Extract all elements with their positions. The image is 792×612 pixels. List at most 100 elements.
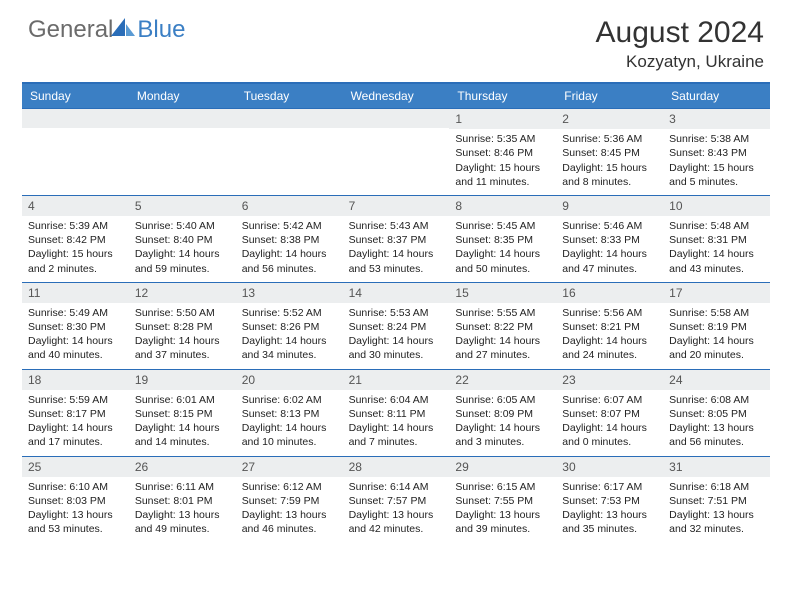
day-cell: 6Sunrise: 5:42 AMSunset: 8:38 PMDaylight… (236, 196, 343, 282)
day1-text: Daylight: 14 hours (28, 421, 123, 435)
sunset-text: Sunset: 8:19 PM (669, 320, 764, 334)
sunset-text: Sunset: 8:24 PM (349, 320, 444, 334)
day-number: 6 (236, 196, 343, 216)
day-body: Sunrise: 5:36 AMSunset: 8:45 PMDaylight:… (556, 132, 663, 189)
sunrise-text: Sunrise: 6:12 AM (242, 480, 337, 494)
day1-text: Daylight: 14 hours (669, 334, 764, 348)
day-cell: 18Sunrise: 5:59 AMSunset: 8:17 PMDayligh… (22, 370, 129, 456)
day-body: Sunrise: 6:02 AMSunset: 8:13 PMDaylight:… (236, 393, 343, 450)
sunset-text: Sunset: 8:45 PM (562, 146, 657, 160)
day1-text: Daylight: 14 hours (135, 421, 230, 435)
day-body: Sunrise: 5:43 AMSunset: 8:37 PMDaylight:… (343, 219, 450, 276)
page-title: August 2024 (596, 16, 764, 50)
sail-icon (111, 18, 135, 36)
day1-text: Daylight: 13 hours (242, 508, 337, 522)
sunset-text: Sunset: 8:40 PM (135, 233, 230, 247)
day2-text: and 59 minutes. (135, 262, 230, 276)
day-number: 17 (663, 283, 770, 303)
sunrise-text: Sunrise: 6:05 AM (455, 393, 550, 407)
sunrise-text: Sunrise: 6:08 AM (669, 393, 764, 407)
day-cell: 3Sunrise: 5:38 AMSunset: 8:43 PMDaylight… (663, 109, 770, 195)
sunset-text: Sunset: 8:21 PM (562, 320, 657, 334)
sunrise-text: Sunrise: 6:17 AM (562, 480, 657, 494)
day1-text: Daylight: 14 hours (562, 247, 657, 261)
day2-text: and 37 minutes. (135, 348, 230, 362)
sunset-text: Sunset: 7:55 PM (455, 494, 550, 508)
day-body: Sunrise: 5:38 AMSunset: 8:43 PMDaylight:… (663, 132, 770, 189)
sunrise-text: Sunrise: 5:59 AM (28, 393, 123, 407)
day-cell: 5Sunrise: 5:40 AMSunset: 8:40 PMDaylight… (129, 196, 236, 282)
weekday-header: Thursday (449, 84, 556, 108)
day-cell: 30Sunrise: 6:17 AMSunset: 7:53 PMDayligh… (556, 457, 663, 543)
day-number: 13 (236, 283, 343, 303)
day-cell (22, 109, 129, 195)
header: General Blue August 2024 Kozyatyn, Ukrai… (0, 0, 792, 76)
day2-text: and 42 minutes. (349, 522, 444, 536)
day-number (129, 109, 236, 128)
day-number: 1 (449, 109, 556, 129)
sunset-text: Sunset: 8:28 PM (135, 320, 230, 334)
day-body: Sunrise: 5:39 AMSunset: 8:42 PMDaylight:… (22, 219, 129, 276)
day1-text: Daylight: 14 hours (562, 334, 657, 348)
sunrise-text: Sunrise: 6:10 AM (28, 480, 123, 494)
sunrise-text: Sunrise: 5:56 AM (562, 306, 657, 320)
weekday-header: Saturday (663, 84, 770, 108)
day2-text: and 7 minutes. (349, 435, 444, 449)
sunset-text: Sunset: 8:35 PM (455, 233, 550, 247)
day2-text: and 5 minutes. (669, 175, 764, 189)
day2-text: and 56 minutes. (242, 262, 337, 276)
sunrise-text: Sunrise: 6:11 AM (135, 480, 230, 494)
sunset-text: Sunset: 8:33 PM (562, 233, 657, 247)
day-number: 14 (343, 283, 450, 303)
day-number: 20 (236, 370, 343, 390)
day-cell: 11 Sunrise: 5:49 AMSunset: 8:30 PMDayligh… (22, 283, 129, 369)
day-body: Sunrise: 5:59 AMSunset: 8:17 PMDaylight:… (22, 393, 129, 450)
day2-text: and 27 minutes. (455, 348, 550, 362)
day2-text: and 40 minutes. (28, 348, 123, 362)
sunset-text: Sunset: 8:42 PM (28, 233, 123, 247)
day-cell: 19Sunrise: 6:01 AMSunset: 8:15 PMDayligh… (129, 370, 236, 456)
sunrise-text: Sunrise: 5:52 AM (242, 306, 337, 320)
day-body: Sunrise: 6:10 AMSunset: 8:03 PMDaylight:… (22, 480, 129, 537)
sunset-text: Sunset: 8:05 PM (669, 407, 764, 421)
day-number: 23 (556, 370, 663, 390)
day1-text: Daylight: 14 hours (455, 334, 550, 348)
day-body: Sunrise: 6:17 AMSunset: 7:53 PMDaylight:… (556, 480, 663, 537)
day-cell: 4Sunrise: 5:39 AMSunset: 8:42 PMDaylight… (22, 196, 129, 282)
day-number: 11 (22, 283, 129, 303)
day-body: Sunrise: 5:55 AMSunset: 8:22 PMDaylight:… (449, 306, 556, 363)
day-cell: 22Sunrise: 6:05 AMSunset: 8:09 PMDayligh… (449, 370, 556, 456)
day-number: 10 (663, 196, 770, 216)
day-body: Sunrise: 6:18 AMSunset: 7:51 PMDaylight:… (663, 480, 770, 537)
day-number: 24 (663, 370, 770, 390)
day-cell: 26Sunrise: 6:11 AMSunset: 8:01 PMDayligh… (129, 457, 236, 543)
day-cell: 23Sunrise: 6:07 AMSunset: 8:07 PMDayligh… (556, 370, 663, 456)
day1-text: Daylight: 13 hours (28, 508, 123, 522)
day1-text: Daylight: 15 hours (28, 247, 123, 261)
day-number: 8 (449, 196, 556, 216)
day-cell: 25Sunrise: 6:10 AMSunset: 8:03 PMDayligh… (22, 457, 129, 543)
day-cell: 13Sunrise: 5:52 AMSunset: 8:26 PMDayligh… (236, 283, 343, 369)
day-body: Sunrise: 5:49 AMSunset: 8:30 PMDaylight:… (22, 306, 129, 363)
weekday-header: Wednesday (343, 84, 450, 108)
day2-text: and 20 minutes. (669, 348, 764, 362)
sunset-text: Sunset: 8:09 PM (455, 407, 550, 421)
day-body: Sunrise: 5:50 AMSunset: 8:28 PMDaylight:… (129, 306, 236, 363)
day2-text: and 50 minutes. (455, 262, 550, 276)
day-body: Sunrise: 5:46 AMSunset: 8:33 PMDaylight:… (556, 219, 663, 276)
sunset-text: Sunset: 8:13 PM (242, 407, 337, 421)
day-cell: 8Sunrise: 5:45 AMSunset: 8:35 PMDaylight… (449, 196, 556, 282)
day-body: Sunrise: 6:08 AMSunset: 8:05 PMDaylight:… (663, 393, 770, 450)
day-cell: 16Sunrise: 5:56 AMSunset: 8:21 PMDayligh… (556, 283, 663, 369)
day1-text: Daylight: 15 hours (562, 161, 657, 175)
day-body: Sunrise: 6:11 AMSunset: 8:01 PMDaylight:… (129, 480, 236, 537)
sunset-text: Sunset: 8:03 PM (28, 494, 123, 508)
day2-text: and 49 minutes. (135, 522, 230, 536)
day2-text: and 10 minutes. (242, 435, 337, 449)
sunrise-text: Sunrise: 6:15 AM (455, 480, 550, 494)
day-body: Sunrise: 5:56 AMSunset: 8:21 PMDaylight:… (556, 306, 663, 363)
day-cell: 27Sunrise: 6:12 AMSunset: 7:59 PMDayligh… (236, 457, 343, 543)
day-body: Sunrise: 5:35 AMSunset: 8:46 PMDaylight:… (449, 132, 556, 189)
day-body: Sunrise: 5:40 AMSunset: 8:40 PMDaylight:… (129, 219, 236, 276)
day-number: 22 (449, 370, 556, 390)
